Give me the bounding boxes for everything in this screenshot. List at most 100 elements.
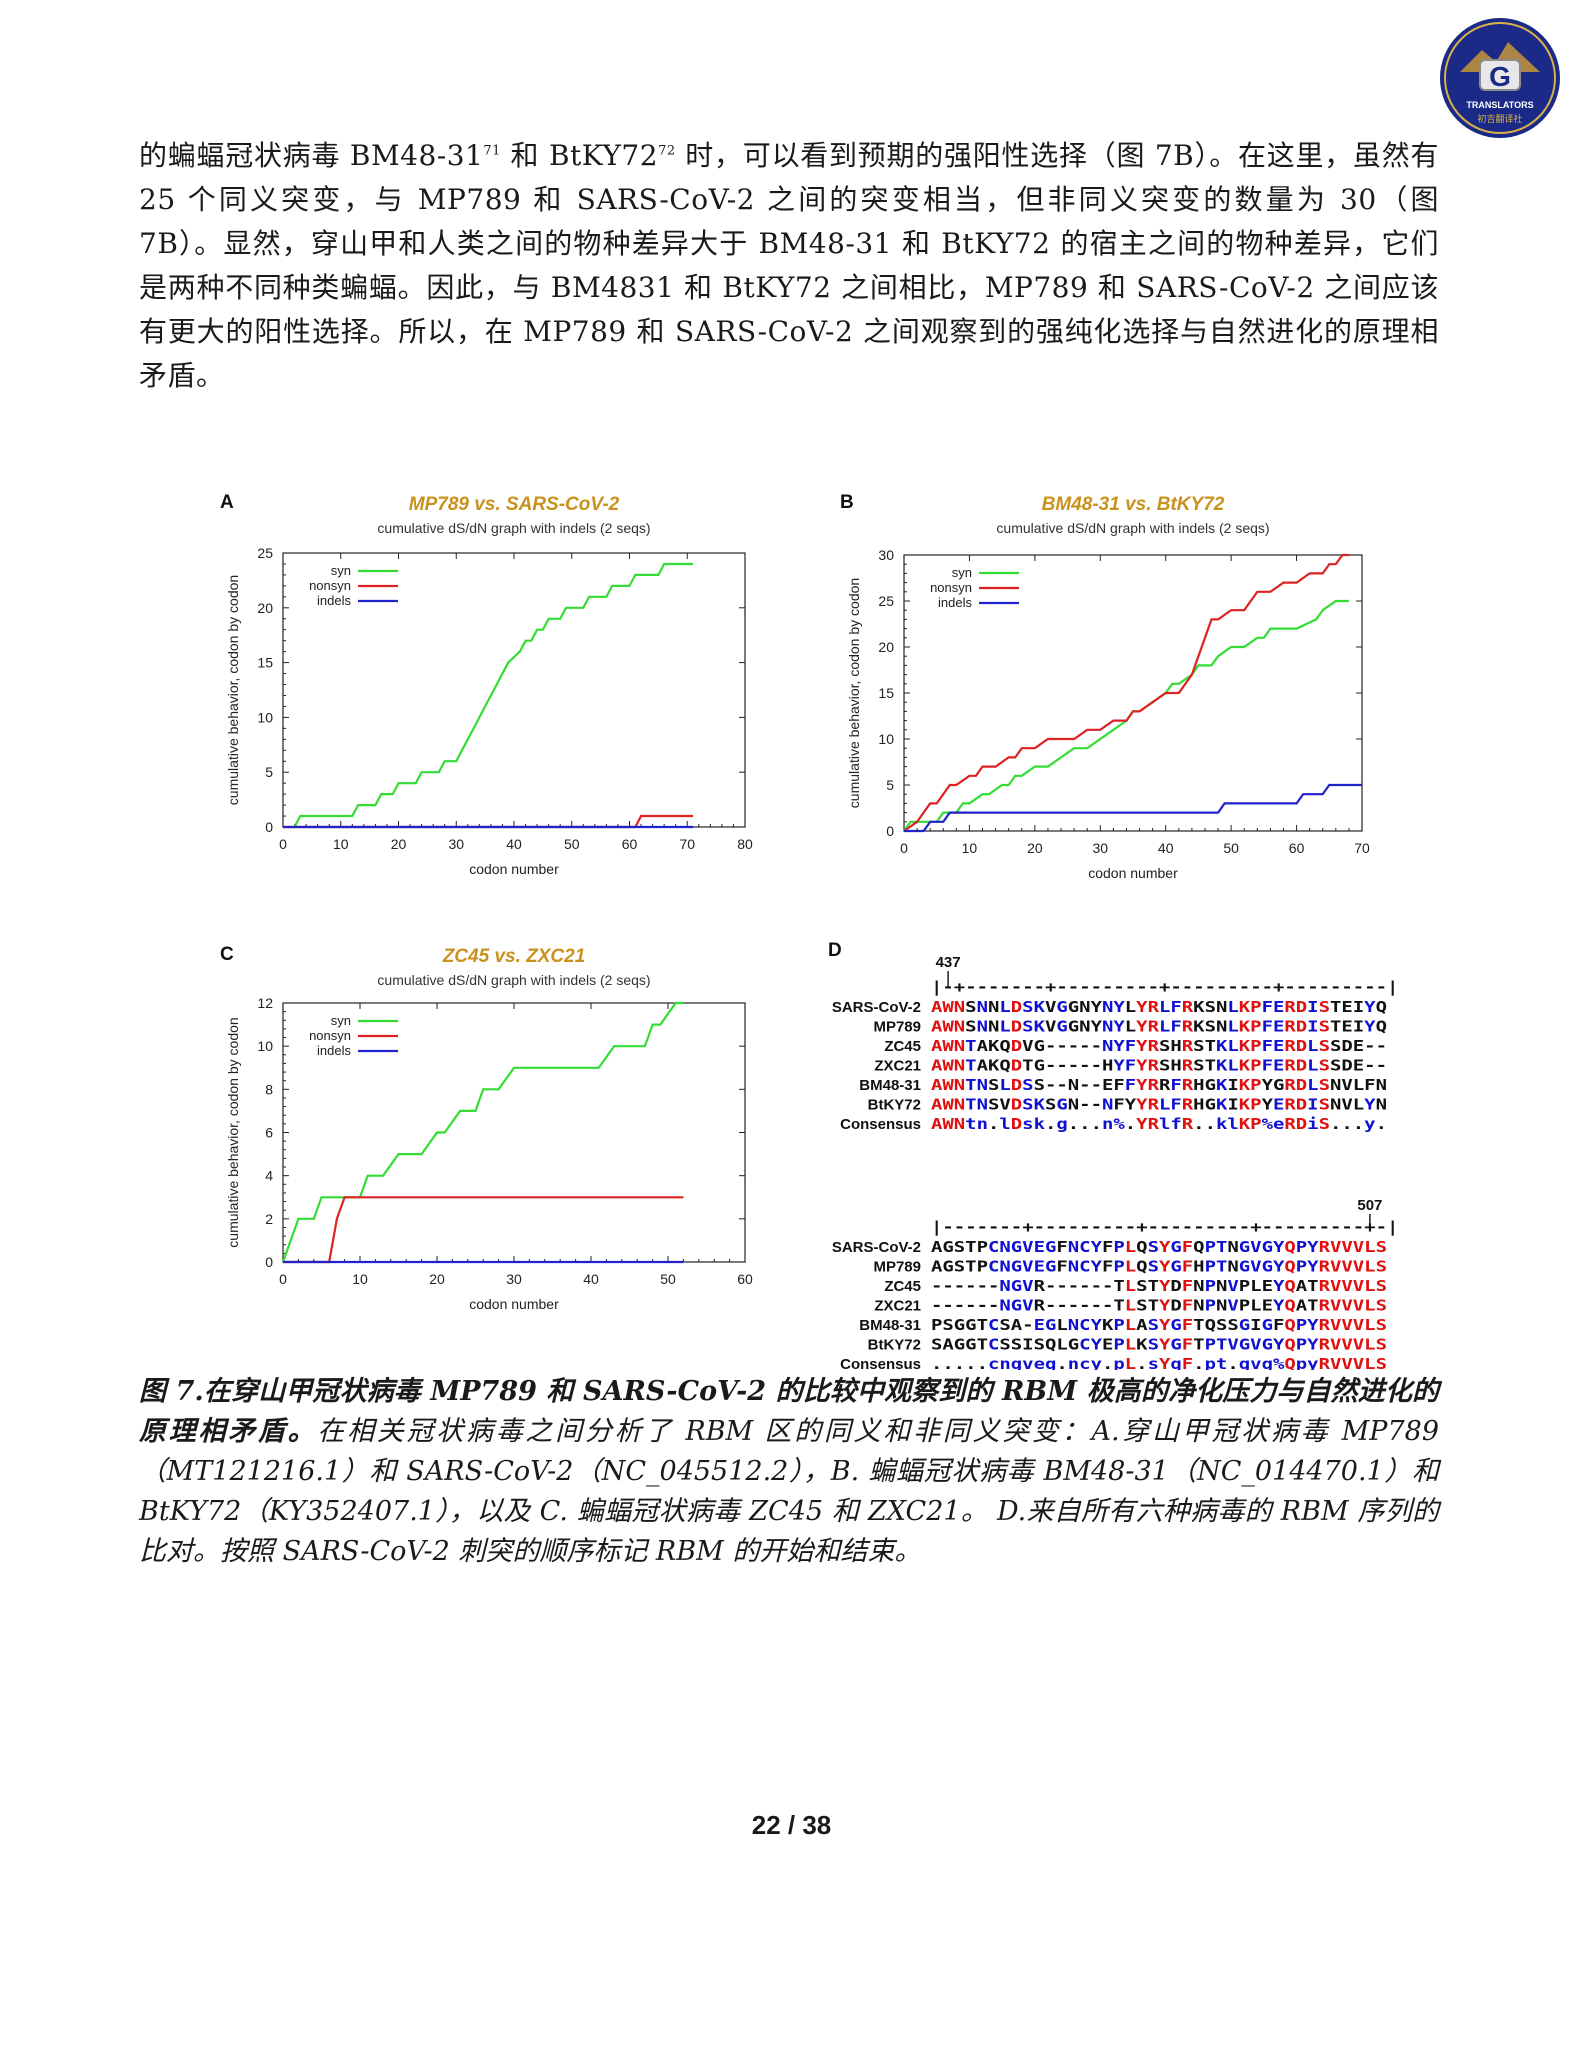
alignment-ruler: |-+-------+---------+---------+---------… bbox=[931, 978, 1398, 997]
legend-label: nonsyn bbox=[309, 1028, 351, 1043]
alignment-seq-name: SARS-CoV-2 bbox=[832, 1239, 921, 1256]
plot-frame bbox=[282, 552, 746, 828]
alignment-ruler: |-------+---------+---------+---------+-… bbox=[931, 1218, 1398, 1237]
legend-label: indels bbox=[317, 593, 351, 608]
alignment-seq-name: ZXC21 bbox=[874, 1298, 921, 1315]
y-tick-label: 20 bbox=[878, 639, 894, 655]
legend-label: nonsyn bbox=[309, 578, 351, 593]
y-tick-label: 10 bbox=[257, 1038, 273, 1054]
x-tick-label: 0 bbox=[279, 836, 287, 852]
x-tick-label: 40 bbox=[583, 1271, 599, 1287]
series-line-nonsyn bbox=[283, 1196, 684, 1264]
y-tick-label: 20 bbox=[257, 600, 273, 616]
logo-subtext: 初吉翻译社 bbox=[1477, 113, 1522, 125]
y-tick-label: 0 bbox=[265, 1254, 273, 1270]
figure-caption: 图 7.在穿山甲冠状病毒 MP789 和 SARS-CoV-2 的比较中观察到的… bbox=[139, 1372, 1439, 1572]
y-axis-label: cumulative behavior, codon by codon bbox=[225, 1017, 241, 1247]
y-tick-label: 15 bbox=[257, 655, 273, 671]
alignment-seq-name: MP789 bbox=[873, 1019, 921, 1036]
y-tick-label: 4 bbox=[265, 1168, 273, 1184]
x-tick-label: 50 bbox=[564, 836, 580, 852]
plot-subtitle: cumulative dS/dN graph with indels (2 se… bbox=[377, 972, 650, 988]
alignment-marker: 507 bbox=[1357, 1197, 1382, 1214]
x-tick-label: 30 bbox=[1092, 840, 1108, 856]
legend-label: indels bbox=[938, 595, 972, 610]
alignment-seq-name: ZXC21 bbox=[874, 1058, 921, 1075]
y-tick-label: 10 bbox=[257, 709, 273, 725]
x-axis-label: codon number bbox=[469, 1296, 559, 1312]
series-line-nonsyn bbox=[903, 553, 1349, 832]
x-tick-label: 10 bbox=[333, 836, 349, 852]
panel-letter: B bbox=[840, 492, 854, 513]
plot-frame bbox=[903, 554, 1363, 832]
alignment-seq-name: Consensus bbox=[840, 1116, 921, 1133]
series-line-indels bbox=[904, 783, 1362, 833]
y-tick-label: 5 bbox=[265, 764, 273, 780]
x-tick-label: 10 bbox=[962, 840, 978, 856]
x-tick-label: 60 bbox=[622, 836, 638, 852]
x-tick-label: 50 bbox=[1223, 840, 1239, 856]
y-axis-label: cumulative behavior, codon by codon bbox=[846, 578, 862, 808]
panel-letter: A bbox=[220, 492, 234, 513]
logo-letter: G bbox=[1489, 61, 1511, 92]
x-tick-label: 60 bbox=[737, 1271, 753, 1287]
x-tick-label: 60 bbox=[1289, 840, 1305, 856]
panel-letter: C bbox=[220, 944, 234, 965]
x-tick-label: 70 bbox=[1354, 840, 1370, 856]
legend-label: nonsyn bbox=[930, 580, 972, 595]
alignment-seq-name: BtKY72 bbox=[868, 1097, 921, 1114]
panel-letter: D bbox=[828, 940, 842, 961]
x-axis-label: codon number bbox=[1088, 865, 1178, 881]
body-paragraph: 的蝙蝠冠状病毒 BM48-3171 和 BtKY7272 时，可以看到预期的强阳… bbox=[139, 134, 1439, 398]
legend-label: syn bbox=[331, 563, 351, 578]
y-tick-label: 15 bbox=[878, 685, 894, 701]
x-tick-label: 20 bbox=[1027, 840, 1043, 856]
y-tick-label: 2 bbox=[265, 1211, 273, 1227]
paragraph-part: 的蝙蝠冠状病毒 BM48-31 bbox=[139, 139, 484, 172]
page-number: 22 / 38 bbox=[751, 1810, 832, 1840]
series-line-syn bbox=[293, 562, 693, 828]
figure-canvas: A MP789 vs. SARS-CoV-2 cumulative dS/dN gr… bbox=[220, 492, 1398, 1370]
x-tick-label: 40 bbox=[506, 836, 522, 852]
series-line-syn bbox=[281, 1001, 684, 1263]
plot-title: BM48-31 vs. BtKY72 bbox=[1042, 494, 1225, 515]
plot-subtitle: cumulative dS/dN graph with indels (2 se… bbox=[377, 520, 650, 536]
y-tick-label: 12 bbox=[257, 995, 273, 1011]
series-line-nonsyn bbox=[283, 814, 693, 829]
alignment-seq-name: MP789 bbox=[873, 1259, 921, 1276]
x-tick-label: 0 bbox=[900, 840, 908, 856]
alignment-seq-name: BM48-31 bbox=[859, 1317, 921, 1334]
y-axis-label: cumulative behavior, codon by codon bbox=[225, 575, 241, 805]
caption-title: 图 7.在穿山甲冠状病毒 MP789 和 SARS-CoV-2 的比较中观察到的… bbox=[139, 1376, 1439, 1447]
x-tick-label: 50 bbox=[660, 1271, 676, 1287]
plot-subtitle: cumulative dS/dN graph with indels (2 se… bbox=[996, 520, 1269, 536]
paragraph-part: 和 BtKY72 bbox=[500, 139, 659, 172]
x-tick-label: 10 bbox=[352, 1271, 368, 1287]
chart-panel-b: B BM48-31 vs. BtKY72 cumulative dS/dN grap… bbox=[840, 492, 1370, 881]
y-tick-label: 25 bbox=[878, 593, 894, 609]
x-tick-label: 40 bbox=[1158, 840, 1174, 856]
alignment-seq-name: ZC45 bbox=[884, 1278, 921, 1295]
x-tick-label: 20 bbox=[391, 836, 407, 852]
y-tick-label: 30 bbox=[878, 547, 894, 563]
y-tick-label: 0 bbox=[886, 823, 894, 839]
plot-title: MP789 vs. SARS-CoV-2 bbox=[409, 494, 620, 515]
series-line-syn bbox=[903, 599, 1349, 832]
legend-label: syn bbox=[952, 565, 972, 580]
y-tick-label: 8 bbox=[265, 1081, 273, 1097]
alignment-panel: D 437 |-+-------+---------+---------+-----… bbox=[828, 940, 1398, 1370]
alignment-seq-name: SARS-CoV-2 bbox=[832, 999, 921, 1016]
x-tick-label: 0 bbox=[279, 1271, 287, 1287]
